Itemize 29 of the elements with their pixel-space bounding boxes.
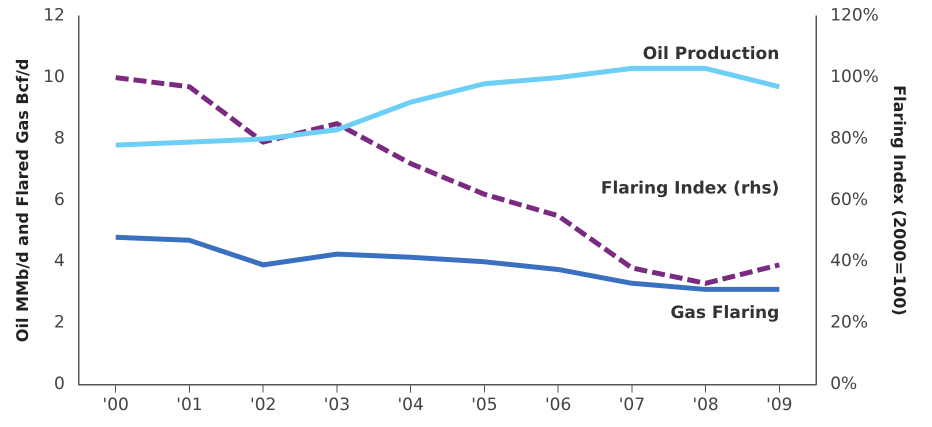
y-tick-label: 4 — [54, 251, 65, 272]
x-tick-label: '05 — [471, 395, 498, 416]
y2-tick-label: 80% — [830, 128, 868, 148]
y-tick-label: 2 — [54, 312, 65, 333]
x-tick-label: '01 — [176, 395, 203, 416]
y-tick-label: 12 — [43, 6, 65, 26]
x-tick-label: '00 — [102, 395, 129, 416]
series-label: Oil Production — [642, 44, 780, 64]
y2-tick-label: 0% — [830, 374, 858, 394]
x-tick-label: '04 — [397, 395, 424, 416]
x-tick-label: '06 — [544, 395, 572, 416]
y-tick-label: 0 — [54, 374, 65, 394]
y-axis-title: Oil MMb/d and Flared Gas Bcf/d — [12, 58, 32, 342]
x-tick-label: '07 — [618, 395, 646, 416]
y-tick-label: 8 — [54, 128, 65, 148]
x-tick-label: '02 — [250, 395, 276, 416]
series-label: Gas Flaring — [670, 302, 780, 323]
y2-axis-title: Flaring Index (2000=100) — [890, 85, 910, 316]
x-tick-label: '03 — [324, 395, 350, 416]
text: Flaring Index (rhs) — [600, 178, 780, 198]
y-tick-label: 6 — [54, 190, 65, 210]
x-tick-label: '09 — [766, 395, 792, 416]
y2-tick-label: 40% — [830, 251, 868, 272]
y-tick-label: 10 — [43, 67, 65, 88]
y2-tick-label: 60% — [830, 190, 868, 210]
y2-tick-label: 100% — [830, 67, 879, 88]
y2-tick-label: 20% — [830, 312, 868, 333]
y2-tick-label: 120% — [830, 6, 879, 26]
x-tick-label: '08 — [692, 395, 719, 416]
